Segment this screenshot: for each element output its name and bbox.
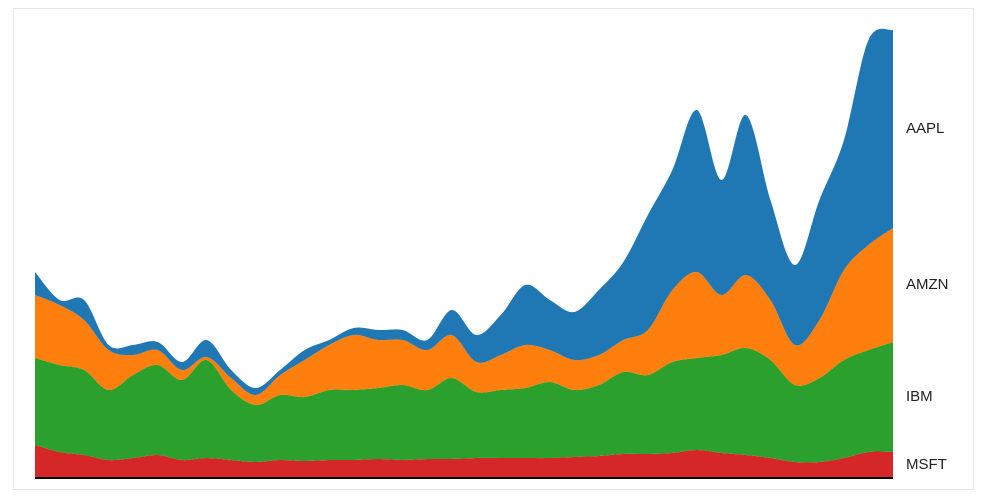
- series-label: AMZN: [906, 276, 949, 293]
- series-label: IBM: [906, 388, 933, 405]
- series-label: AAPL: [906, 120, 944, 137]
- series-label: MSFT: [906, 456, 947, 473]
- frame: [13, 8, 974, 490]
- area: [35, 342, 893, 463]
- area: [35, 228, 893, 406]
- area: [35, 445, 893, 478]
- area: [35, 28, 893, 396]
